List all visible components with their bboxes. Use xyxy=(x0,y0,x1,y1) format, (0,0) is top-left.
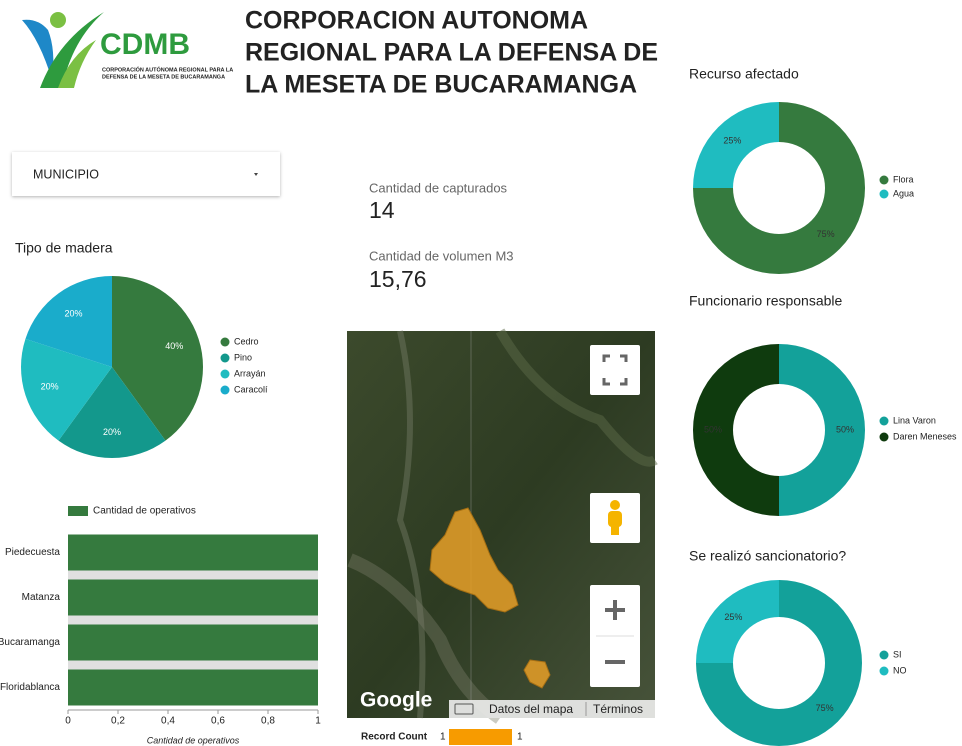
legend-label: Daren Meneses xyxy=(893,431,957,441)
chart-title: Recurso afectado xyxy=(689,66,799,82)
y-tick-label: Piedecuesta xyxy=(5,547,60,558)
legend-swatch xyxy=(879,666,889,676)
slice-label: 40% xyxy=(165,341,183,351)
slice-label: 50% xyxy=(836,424,854,434)
pegman-icon xyxy=(610,500,620,510)
legend-swatch xyxy=(879,189,889,199)
slice xyxy=(25,276,112,367)
map-terms-link[interactable]: Términos xyxy=(593,702,643,716)
slice xyxy=(112,276,204,441)
fullscreen-button[interactable] xyxy=(590,345,640,395)
legend-swatch xyxy=(220,385,230,395)
logo-subtext: DEFENSA DE LA MESETA DE BUCARAMANGA xyxy=(102,74,225,80)
pegman-icon xyxy=(611,525,619,535)
slice-label: 50% xyxy=(704,424,722,434)
legend-label: Caracolí xyxy=(234,384,268,394)
legend-label: Flora xyxy=(893,174,914,184)
map-terrain xyxy=(396,330,426,719)
map-legend-scale xyxy=(449,729,512,745)
logo-subtext: CORPORACIÓN AUTÓNOMA REGIONAL PARA LA xyxy=(102,65,233,73)
slice xyxy=(58,367,166,459)
legend-swatch xyxy=(879,650,889,660)
dropdown-label: MUNICIPIO xyxy=(33,167,99,181)
slice xyxy=(693,102,779,188)
bar xyxy=(68,579,318,616)
x-tick-label: 0,8 xyxy=(261,716,275,727)
legend-swatch xyxy=(879,416,889,426)
kpi-label: Cantidad de volumen M3 xyxy=(369,248,514,263)
slice-label: 20% xyxy=(41,382,59,392)
map-legend-title: Record Count xyxy=(361,732,428,743)
bar xyxy=(68,669,318,706)
fullscreen-icon xyxy=(602,354,628,386)
slice-label: 75% xyxy=(816,703,834,713)
x-tick-label: 1 xyxy=(315,716,321,727)
slice-label: 75% xyxy=(817,229,835,239)
bar xyxy=(68,534,318,571)
legend-label: SI xyxy=(893,649,902,659)
map-footer xyxy=(449,700,655,718)
legend-label: Pino xyxy=(234,352,252,362)
x-tick-label: 0,6 xyxy=(211,716,225,727)
slice xyxy=(693,102,865,274)
slice xyxy=(21,338,112,441)
chart-title: Se realizó sancionatorio? xyxy=(689,548,846,564)
map-brand: Google xyxy=(360,689,432,712)
y-tick-label: Matanza xyxy=(22,592,61,603)
filter-dropdown[interactable]: MUNICIPIO xyxy=(12,152,280,196)
y-tick-label: Bucaramanga xyxy=(0,637,60,648)
y-tick-label: Floridablanca xyxy=(0,682,60,693)
map-region[interactable] xyxy=(523,659,551,689)
legend-swatch xyxy=(220,353,230,363)
legend-swatch xyxy=(879,175,889,185)
legend-swatch xyxy=(220,337,230,347)
dropdown-caret xyxy=(254,173,258,176)
kpi-value: 14 xyxy=(369,197,395,223)
legend-swatch xyxy=(220,369,230,379)
legend-label: Cantidad de operativos xyxy=(93,506,196,517)
chart-title: Funcionario responsable xyxy=(689,293,843,309)
legend-label: Agua xyxy=(893,188,914,198)
legend-swatch xyxy=(879,432,889,442)
slice-label: 25% xyxy=(723,136,741,146)
slice-label: 25% xyxy=(724,612,742,622)
legend-label: NO xyxy=(893,665,907,675)
legend-label: Lina Varon xyxy=(893,415,936,425)
x-tick-label: 0,2 xyxy=(111,716,125,727)
x-tick-label: 0 xyxy=(65,716,71,727)
slice xyxy=(696,580,779,663)
bar xyxy=(68,624,318,661)
map-legend-min: 1 xyxy=(440,732,446,743)
x-axis-label: Cantidad de operativos xyxy=(147,735,240,745)
slice xyxy=(693,344,779,516)
map[interactable]: Google Datos del mapa Términos xyxy=(347,328,658,724)
slice-label: 20% xyxy=(103,427,121,437)
legend-label: Arrayán xyxy=(234,368,266,378)
slice-label: 20% xyxy=(64,308,82,318)
kpi-label: Cantidad de capturados xyxy=(369,180,508,195)
pegman-icon xyxy=(608,511,622,527)
keyboard-icon[interactable] xyxy=(454,703,474,715)
slice xyxy=(779,344,865,516)
logo: CDMB CORPORACIÓN AUTÓNOMA REGIONAL PARA … xyxy=(22,12,233,88)
legend-swatch xyxy=(68,506,88,516)
map-terrain xyxy=(347,553,505,724)
x-tick-label: 0,4 xyxy=(161,716,175,727)
page-title: REGIONAL PARA LA DEFENSA DE xyxy=(245,39,658,67)
map-region[interactable] xyxy=(429,507,519,613)
map-terrain xyxy=(495,328,658,467)
legend-label: Cedro xyxy=(234,336,259,346)
kpi-value: 15,76 xyxy=(369,266,427,292)
map-legend-max: 1 xyxy=(517,732,523,743)
dropdown-box[interactable] xyxy=(12,152,280,196)
page-title: CORPORACION AUTONOMA xyxy=(245,7,588,35)
zoom-in-button[interactable] xyxy=(605,600,625,620)
logo-text: CDMB xyxy=(100,28,190,61)
page-title: LA MESETA DE BUCARAMANGA xyxy=(245,71,637,99)
map-data-link[interactable]: Datos del mapa xyxy=(489,702,573,716)
slice xyxy=(696,580,862,746)
chart-title: Tipo de madera xyxy=(15,240,113,256)
